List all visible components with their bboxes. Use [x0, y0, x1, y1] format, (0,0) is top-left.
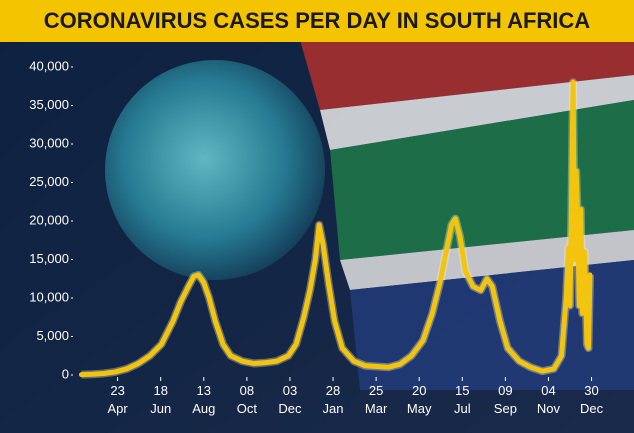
y-tick-label: 30,000	[29, 135, 69, 150]
y-tick-label: 35,000	[29, 97, 69, 112]
x-tick-label: 25 Mar	[365, 383, 388, 416]
x-tick-label: 23 Apr	[108, 383, 129, 416]
y-tick-label: 15,000	[29, 251, 69, 266]
virus-illustration	[105, 60, 325, 280]
x-tick-label: 08 Oct	[237, 383, 258, 416]
flag	[300, 40, 634, 390]
y-tick-label: 5,000	[36, 328, 69, 343]
x-tick-label: 20 May	[407, 383, 432, 416]
x-tick-label: 13 Aug	[192, 383, 215, 416]
x-tick-label: 04 Nov	[537, 383, 561, 416]
x-tick-label: 09 Sep	[494, 383, 517, 416]
y-tick-label: 0	[62, 366, 69, 381]
x-tick-label: 03 Dec	[278, 383, 302, 416]
y-tick-label: 20,000	[29, 212, 69, 227]
chart-title: CORONAVIRUS CASES PER DAY IN SOUTH AFRIC…	[44, 8, 591, 33]
x-tick-label: 28 Jan	[323, 383, 344, 416]
x-tick-label: 15 Jul	[454, 383, 471, 416]
y-tick-label: 10,000	[29, 289, 69, 304]
y-tick-label: 40,000	[29, 58, 69, 73]
x-tick-label: 18 Jun	[150, 383, 171, 416]
title-bar	[0, 0, 634, 42]
y-tick-label: 25,000	[29, 174, 69, 189]
line	[78, 79, 593, 378]
x-tick-label: 30 Dec	[580, 383, 604, 416]
